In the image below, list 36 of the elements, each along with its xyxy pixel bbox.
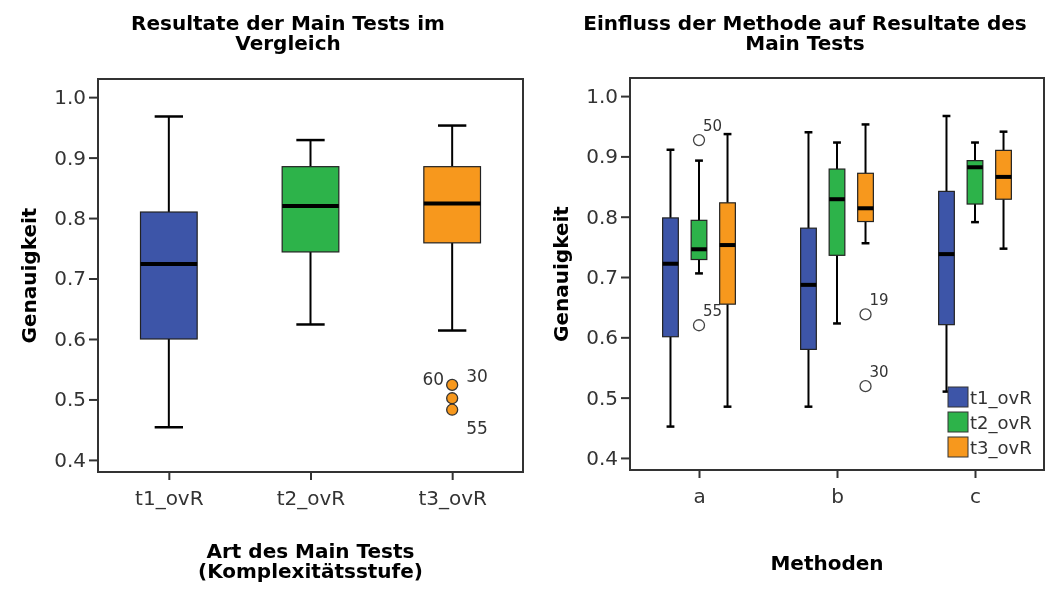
y-tick-label: 0.9 [586,144,618,169]
y-tick-label: 0.7 [586,264,618,289]
y-tick-label: 0.5 [586,385,618,410]
x-tick-label: t3_ovR [418,486,488,510]
chart-title: Einfluss der Methode auf Resultate des Main Tests [583,11,1027,55]
x-tick-label: t2_ovR [276,486,346,510]
y-tick-label: 1.0 [54,85,86,110]
y-tick-label: 0.6 [586,325,618,350]
y-tick-label: 0.4 [54,447,86,472]
legend-label: t1_ovR [970,387,1032,409]
y-tick-label: 1.0 [586,83,618,108]
x-tick-label: a [693,484,706,508]
y-tick-label: 0.8 [586,204,618,229]
x-tick-label: c [970,484,981,508]
legend-label: t3_ovR [970,437,1032,459]
annotation: 55 [466,417,488,438]
y-axis-title: Genauigkeit [549,205,573,342]
chart-title: Resultate der Main Tests im Vergleich [131,11,445,55]
y-tick-label: 0.4 [586,445,618,470]
annotation: 50 [703,117,723,136]
x-axis-title: Methoden [770,551,884,575]
annotation: 30 [869,363,889,382]
y-tick-label: 0.6 [54,326,86,351]
y-tick-label: 0.9 [54,145,86,170]
annotation: 30 [466,366,488,387]
y-tick-label: 0.7 [54,266,86,291]
y-tick-label: 0.5 [54,387,86,412]
x-axis-title: Art des Main Tests (Komplexitätsstufe) [198,539,423,583]
annotation: 19 [869,291,889,310]
annotation: 55 [703,302,723,321]
x-tick-label: b [831,484,844,508]
legend-label: t2_ovR [970,412,1032,434]
annotation: 60 [422,368,445,389]
y-axis-title: Genauigkeit [17,207,41,344]
y-tick-label: 0.8 [54,205,86,230]
x-tick-label: t1_ovR [135,486,204,510]
